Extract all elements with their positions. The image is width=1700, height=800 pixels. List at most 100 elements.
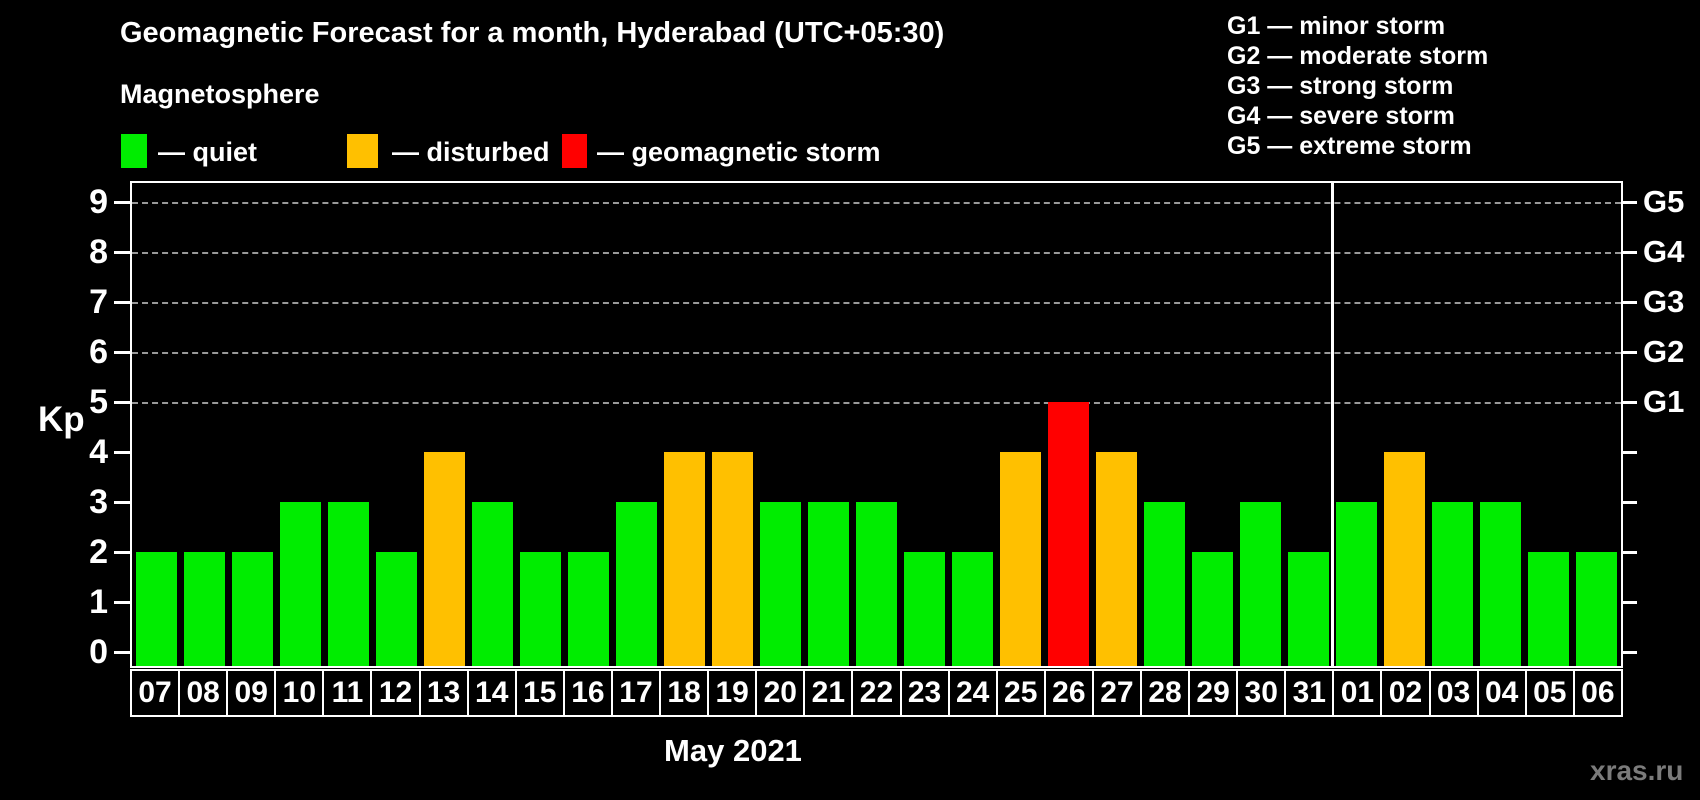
bar-1-day-08	[183, 552, 225, 666]
g-scale-label-g3: G3	[1643, 284, 1685, 319]
day-label-17-24: 24	[947, 669, 998, 717]
y-tick-label-6: 6	[89, 333, 108, 371]
bar-28-day-04	[1480, 502, 1522, 666]
day-label-5-12: 12	[370, 669, 421, 717]
bar-30-day-06	[1576, 552, 1618, 666]
legend-label-quiet: — quiet	[158, 137, 257, 167]
day-label-7-14: 14	[466, 669, 517, 717]
day-label-10-17: 17	[610, 669, 662, 717]
bar-21-day-28	[1144, 502, 1186, 666]
day-label-9-16: 16	[562, 669, 613, 717]
y-tick-left-6	[114, 351, 130, 354]
chart-subtitle: Magnetosphere	[120, 79, 320, 109]
legend-label-storm: — geomagnetic storm	[597, 137, 881, 167]
y-tick-left-4	[114, 451, 130, 454]
g2-legend-line: G2 — moderate storm	[1227, 42, 1489, 70]
g1-legend-line: G1 — minor storm	[1227, 12, 1446, 40]
bar-24-day-31	[1288, 552, 1330, 666]
day-label-26-02: 02	[1380, 669, 1431, 717]
g-scale-label-g2: G2	[1643, 334, 1685, 369]
bar-11-day-18	[663, 452, 705, 666]
g-scale-label-g1: G1	[1643, 384, 1685, 419]
day-label-22-29: 29	[1188, 669, 1239, 717]
bar-4-day-11	[327, 502, 369, 666]
bar-0-day-07	[135, 552, 177, 666]
day-label-25-01: 01	[1332, 669, 1383, 717]
y-tick-left-2	[114, 551, 130, 554]
y-tick-label-7: 7	[89, 283, 108, 321]
y-tick-label-0: 0	[89, 633, 108, 671]
day-label-30-06: 06	[1572, 669, 1623, 717]
y-tick-label-3: 3	[89, 483, 108, 521]
bar-25-day-01	[1336, 502, 1378, 666]
chart-title: Geomagnetic Forecast for a month, Hydera…	[120, 17, 945, 49]
day-label-29-05: 05	[1524, 669, 1575, 717]
day-label-0-07: 07	[130, 669, 181, 717]
day-label-14-21: 21	[803, 669, 854, 717]
legend-swatch-storm	[562, 134, 587, 168]
day-label-16-23: 23	[899, 669, 950, 717]
y-tick-left-5	[114, 401, 130, 404]
bar-2-day-09	[231, 552, 273, 666]
day-label-6-13: 13	[418, 669, 469, 717]
y-tick-left-1	[114, 601, 130, 604]
bar-13-day-20	[759, 502, 801, 666]
day-label-3-10: 10	[274, 669, 325, 717]
day-label-21-28: 28	[1139, 669, 1191, 717]
y-tick-left-7	[114, 301, 130, 304]
legend-swatch-disturbed	[347, 134, 378, 168]
y-tick-label-9: 9	[89, 183, 108, 221]
bar-27-day-03	[1432, 502, 1474, 666]
bar-19-day-26	[1048, 402, 1090, 666]
day-label-28-04: 04	[1476, 669, 1527, 717]
y-tick-right-1	[1623, 601, 1637, 604]
bar-16-day-23	[904, 552, 946, 666]
day-label-13-20: 20	[755, 669, 806, 717]
bar-8-day-15	[519, 552, 561, 666]
day-label-4-11: 11	[322, 669, 373, 717]
y-tick-right-2	[1623, 551, 1637, 554]
month-separator-line	[1331, 183, 1335, 666]
y-tick-right-7	[1623, 301, 1637, 304]
gridline-kp-8	[132, 252, 1621, 254]
day-label-23-30: 30	[1236, 669, 1287, 717]
bar-9-day-16	[567, 552, 609, 666]
gridline-kp-9	[132, 202, 1621, 204]
day-label-27-03: 03	[1428, 669, 1479, 717]
day-label-19-26: 26	[1043, 669, 1094, 717]
y-tick-right-9	[1623, 201, 1637, 204]
bar-23-day-30	[1240, 502, 1282, 666]
bar-20-day-27	[1096, 452, 1138, 666]
gridline-kp-5	[132, 402, 1621, 404]
bar-6-day-13	[423, 452, 465, 666]
day-label-15-22: 22	[851, 669, 902, 717]
watermark: xras.ru	[1590, 755, 1684, 786]
y-tick-right-0	[1623, 651, 1637, 654]
g-scale-legend: G1 — minor storm G2 — moderate storm G3 …	[1227, 11, 1488, 161]
day-label-20-27: 27	[1091, 669, 1142, 717]
y-tick-left-9	[114, 201, 130, 204]
y-axis-label: Kp	[38, 400, 85, 439]
gridline-kp-6	[132, 352, 1621, 354]
bar-29-day-05	[1528, 552, 1570, 666]
g-scale-label-g4: G4	[1643, 234, 1685, 269]
month-label: May 2021	[664, 733, 802, 768]
y-tick-right-3	[1623, 501, 1637, 504]
legend-swatch-quiet	[121, 134, 147, 168]
y-tick-left-3	[114, 501, 130, 504]
g3-legend-line: G3 — strong storm	[1227, 72, 1454, 100]
day-label-18-25: 25	[995, 669, 1046, 717]
g4-legend-line: G4 — severe storm	[1227, 102, 1455, 130]
y-tick-right-4	[1623, 451, 1637, 454]
y-tick-right-5	[1623, 401, 1637, 404]
bar-3-day-10	[279, 502, 321, 666]
y-tick-label-1: 1	[89, 583, 108, 621]
y-tick-left-0	[114, 651, 130, 654]
bar-17-day-24	[952, 552, 994, 666]
bar-26-day-02	[1384, 452, 1426, 666]
plot-area	[130, 181, 1623, 668]
y-tick-label-4: 4	[89, 433, 108, 471]
bar-18-day-25	[1000, 452, 1042, 666]
bar-15-day-22	[856, 502, 897, 666]
